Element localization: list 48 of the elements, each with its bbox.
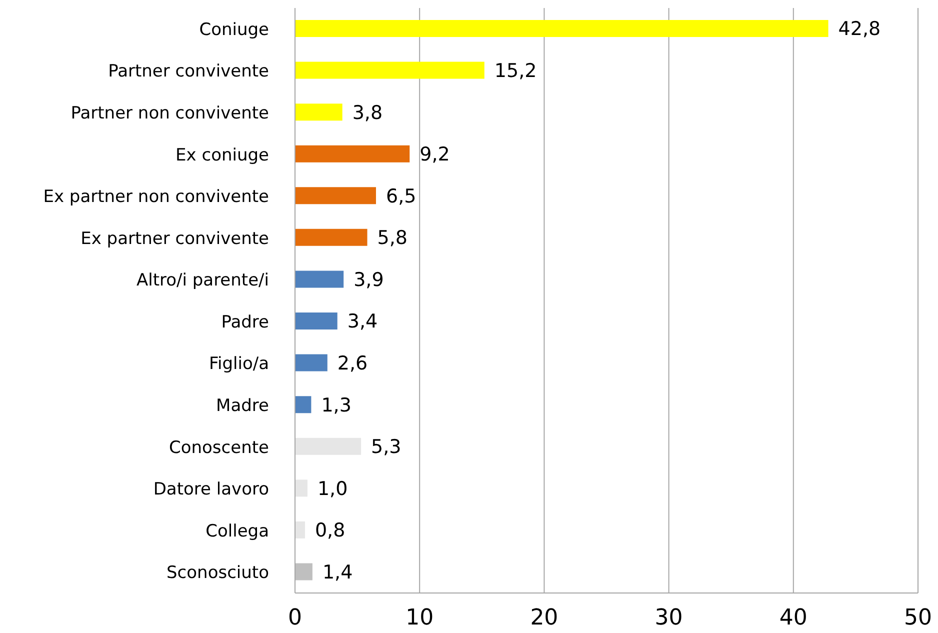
data-label: 3,9 xyxy=(354,268,384,291)
data-label: 3,8 xyxy=(352,102,383,124)
bar xyxy=(295,270,344,288)
bar xyxy=(295,521,305,538)
x-tick-label: 10 xyxy=(406,606,434,631)
y-tick-label: Partner convivente xyxy=(108,62,269,82)
y-tick-label: Conoscente xyxy=(168,438,269,458)
bar xyxy=(295,480,308,497)
data-label: 5,8 xyxy=(377,227,408,250)
x-tick-label: 40 xyxy=(779,606,808,631)
data-label: 9,2 xyxy=(420,144,450,166)
data-label: 2,6 xyxy=(337,352,368,375)
bar xyxy=(295,104,342,121)
x-tick-label: 50 xyxy=(904,606,932,631)
data-label: 6,5 xyxy=(386,185,416,208)
y-tick-label: Altro/i parente/i xyxy=(136,270,269,291)
y-tick-label: Madre xyxy=(216,396,269,416)
bar xyxy=(295,354,328,372)
y-tick-label: Figlio/a xyxy=(208,354,269,374)
data-label: 1,3 xyxy=(321,394,352,416)
data-label: 3,4 xyxy=(347,310,378,333)
y-tick-label: Ex coniuge xyxy=(176,145,269,166)
y-tick-label: Datore lavoro xyxy=(153,480,269,500)
bar xyxy=(295,563,312,580)
data-label: 15,2 xyxy=(494,60,537,82)
x-tick-label: 0 xyxy=(288,606,302,631)
data-label: 5,3 xyxy=(371,436,402,458)
x-tick-label: 30 xyxy=(654,606,683,631)
y-tick-label: Padre xyxy=(221,312,269,332)
x-tick-label: 20 xyxy=(530,606,558,631)
data-label: 0,8 xyxy=(314,520,346,542)
bar xyxy=(295,438,362,455)
bar xyxy=(295,187,376,204)
y-tick-label: Ex partner convivente xyxy=(80,228,269,249)
y-tick-label: Ex partner non convivente xyxy=(43,187,269,208)
bar xyxy=(295,228,368,246)
bar xyxy=(295,312,338,330)
bar xyxy=(295,62,484,79)
bar xyxy=(295,20,828,37)
data-label: 1,0 xyxy=(317,478,348,500)
y-tick-label: Sconosciuto xyxy=(166,563,269,584)
bar xyxy=(295,145,410,162)
y-tick-label: Partner non convivente xyxy=(70,104,269,124)
bar xyxy=(295,396,312,414)
y-tick-label: Coniuge xyxy=(199,20,269,40)
data-label: 1,4 xyxy=(322,561,353,584)
y-tick-label: Collega xyxy=(206,521,269,542)
data-label: 42,8 xyxy=(838,18,881,40)
